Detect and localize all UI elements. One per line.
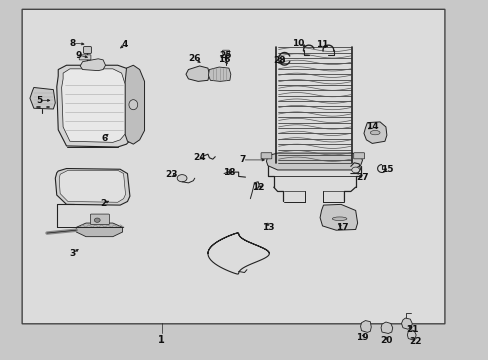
Circle shape <box>351 167 359 173</box>
Polygon shape <box>380 322 392 333</box>
Text: 26: 26 <box>188 54 201 63</box>
Polygon shape <box>320 204 357 230</box>
Circle shape <box>94 218 100 222</box>
Text: 12: 12 <box>251 183 264 192</box>
Text: 25: 25 <box>219 51 232 60</box>
Polygon shape <box>59 170 125 202</box>
Circle shape <box>177 175 186 182</box>
Ellipse shape <box>331 217 346 221</box>
Text: 3: 3 <box>70 249 76 258</box>
Text: 17: 17 <box>335 223 347 232</box>
Polygon shape <box>61 69 125 142</box>
Text: 28: 28 <box>273 57 285 66</box>
Text: 24: 24 <box>193 153 205 162</box>
Ellipse shape <box>129 100 138 110</box>
Polygon shape <box>125 65 144 144</box>
FancyBboxPatch shape <box>261 153 271 159</box>
Text: 7: 7 <box>239 156 245 165</box>
Polygon shape <box>55 168 130 205</box>
Polygon shape <box>407 330 415 340</box>
FancyBboxPatch shape <box>353 153 364 159</box>
Text: 23: 23 <box>165 170 177 179</box>
Text: 2: 2 <box>100 199 106 208</box>
Text: 8: 8 <box>70 39 76 48</box>
Text: 27: 27 <box>355 173 368 182</box>
Text: 16: 16 <box>217 55 230 64</box>
FancyBboxPatch shape <box>79 55 91 60</box>
FancyBboxPatch shape <box>90 214 109 225</box>
Text: 14: 14 <box>365 122 378 131</box>
Text: 4: 4 <box>122 40 128 49</box>
Polygon shape <box>76 223 122 237</box>
Polygon shape <box>208 67 230 81</box>
Polygon shape <box>185 66 209 81</box>
Text: 15: 15 <box>380 166 392 175</box>
FancyBboxPatch shape <box>22 9 444 324</box>
Polygon shape <box>57 65 133 147</box>
Text: 18: 18 <box>222 168 235 177</box>
Text: 5: 5 <box>37 96 43 105</box>
Text: 22: 22 <box>408 337 421 346</box>
Text: 9: 9 <box>75 51 81 60</box>
Ellipse shape <box>369 131 379 135</box>
Text: 11: 11 <box>316 40 328 49</box>
Polygon shape <box>360 320 370 332</box>
Polygon shape <box>363 122 386 143</box>
Text: 21: 21 <box>406 325 418 334</box>
Text: 10: 10 <box>291 39 304 48</box>
FancyBboxPatch shape <box>222 50 229 54</box>
Polygon shape <box>401 318 411 329</box>
Polygon shape <box>266 153 362 170</box>
Text: 1: 1 <box>158 334 164 345</box>
Text: 13: 13 <box>261 223 274 232</box>
Polygon shape <box>80 59 105 71</box>
Text: 6: 6 <box>101 134 107 143</box>
Polygon shape <box>30 87 55 109</box>
Text: 19: 19 <box>355 333 368 342</box>
FancyBboxPatch shape <box>83 46 91 53</box>
Text: 20: 20 <box>380 336 392 345</box>
